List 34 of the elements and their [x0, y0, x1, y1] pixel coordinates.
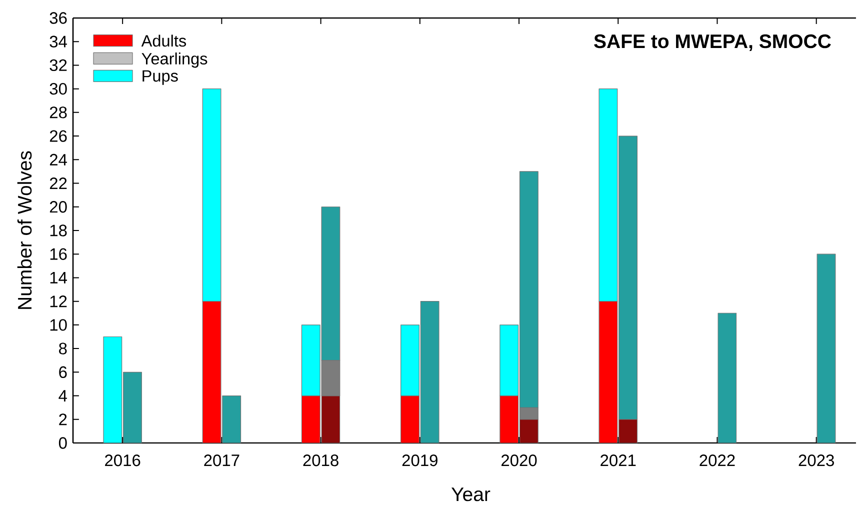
y-tick-label: 10 — [50, 319, 67, 331]
y-tick-label: 30 — [50, 82, 67, 95]
y-tick-label: 24 — [50, 154, 67, 166]
y-tick-label: 6 — [59, 366, 67, 378]
x-axis-title: Year — [451, 488, 490, 502]
x-tick-label: 2017 — [204, 454, 240, 466]
y-tick-label: 0 — [58, 437, 67, 449]
y-tick-label: 8 — [59, 342, 67, 354]
y-tick-label: 26 — [50, 130, 67, 142]
legend-label: Yearlings — [142, 52, 208, 68]
y-axis-title: Number of Wolves — [17, 151, 32, 309]
y-tick-label: 18 — [50, 224, 67, 236]
y-tick-label: 16 — [50, 248, 67, 260]
y-tick-label: 32 — [50, 59, 67, 72]
x-tick-label: 2016 — [105, 454, 140, 466]
x-tick-label: 2021 — [600, 454, 636, 466]
x-tick-label: 2023 — [798, 454, 834, 466]
y-tick-label: 12 — [50, 296, 67, 308]
y-tick-label: 14 — [50, 272, 67, 284]
y-tick-label: 22 — [50, 178, 67, 190]
y-tick-label: 20 — [50, 201, 67, 213]
text: SAFE to MWEPA, SMOCC — [594, 34, 831, 52]
x-tick-label: 2022 — [700, 454, 735, 466]
x-tick-label: 2020 — [501, 454, 537, 466]
y-tick-label: 2 — [59, 414, 67, 426]
y-tick-label: 28 — [50, 106, 67, 118]
legend-label: Adults — [141, 34, 186, 47]
y-tick-label: 4 — [58, 390, 67, 402]
bar — [718, 312, 737, 443]
x-tick-label: 2019 — [402, 454, 438, 466]
x-tick-label: 2018 — [303, 454, 338, 466]
y-tick-label: 34 — [50, 36, 67, 48]
legend-label: Pups — [142, 70, 178, 85]
y-tick-label: 36 — [50, 12, 67, 24]
